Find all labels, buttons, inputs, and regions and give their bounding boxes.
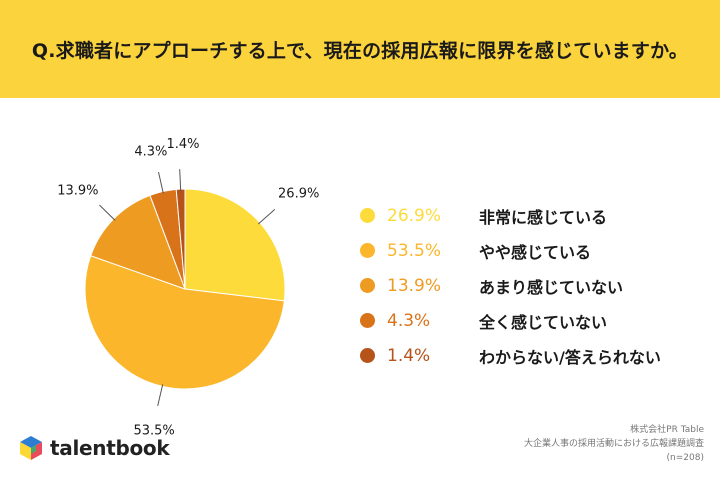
- legend-percent: 13.9%: [387, 275, 442, 296]
- legend-label: あまり感じていない: [479, 277, 624, 297]
- leader-line: [257, 209, 276, 225]
- leader-line: [158, 171, 164, 194]
- question-title: Q.求職者にアプローチする上で、現在の採用広報に限界を感じていますか。: [31, 39, 689, 62]
- leader-line: [99, 204, 116, 221]
- legend-swatch: [360, 208, 375, 223]
- source-note: 株式会社PR Table 大企業人事の採用活動における広報課題調査 (n=208…: [524, 423, 704, 465]
- slice-value-label: 1.4%: [166, 137, 199, 152]
- legend-swatch: [360, 278, 375, 293]
- legend-label: わからない/答えられない: [479, 347, 661, 367]
- source-sample: (n=208): [666, 453, 704, 463]
- legend-swatch: [360, 243, 375, 258]
- pie-chart: 26.9% 53.5% 13.9% 4.3% 1.4%: [57, 137, 319, 438]
- legend-item: 1.4% わからない/答えられない: [360, 338, 661, 373]
- leader-line: [157, 384, 164, 407]
- legend-item: 53.5% やや感じている: [360, 233, 661, 268]
- slice-value-label: 4.3%: [134, 144, 167, 159]
- slice-value-label: 26.9%: [278, 187, 319, 202]
- legend-label: やや感じている: [479, 242, 592, 262]
- legend-item: 4.3% 全く感じていない: [360, 303, 661, 338]
- legend-item: 26.9% 非常に感じている: [360, 198, 661, 233]
- leader-line: [179, 169, 182, 192]
- legend-percent: 26.9%: [387, 205, 442, 226]
- legend: 26.9% 非常に感じている 53.5% やや感じている 13.9% あまり感じていない 4…: [360, 198, 661, 373]
- brand-name: talentbook: [50, 436, 170, 460]
- legend-percent: 1.4%: [387, 345, 431, 366]
- slice-value-label: 53.5%: [133, 423, 174, 438]
- legend-label: 全く感じていない: [479, 312, 608, 332]
- source-survey: 大企業人事の採用活動における広報課題調査: [523, 439, 704, 449]
- slice-value-label: 13.9%: [57, 184, 98, 199]
- legend-percent: 53.5%: [387, 240, 442, 261]
- chart-card: 26.9% 53.5% 13.9% 4.3% 1.4% 26.9% 非常に感じている 53.…: [0, 98, 720, 481]
- legend-swatch: [360, 348, 375, 363]
- pie-slice: [184, 188, 286, 302]
- legend-label: 非常に感じている: [479, 207, 608, 227]
- legend-item: 13.9% あまり感じていない: [360, 268, 661, 303]
- cube-logo-icon: [20, 436, 42, 460]
- source-company: 株式会社PR Table: [630, 425, 704, 435]
- legend-percent: 4.3%: [387, 310, 431, 331]
- brand-logo: talentbook: [18, 435, 170, 461]
- legend-swatch: [360, 313, 375, 328]
